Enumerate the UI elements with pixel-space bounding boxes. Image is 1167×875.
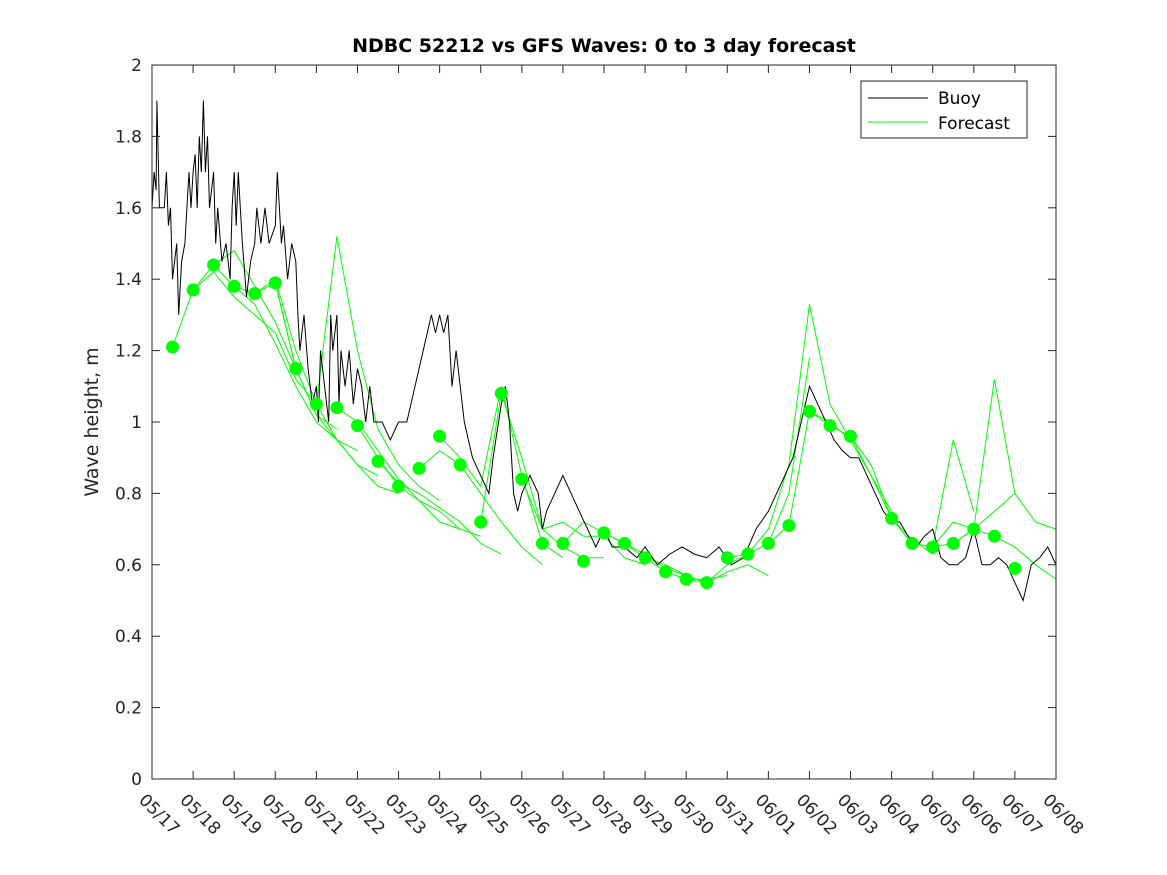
forecast-marker-5 — [268, 276, 282, 290]
forecast-marker-22 — [618, 536, 631, 550]
forecast-marker-8 — [330, 401, 344, 415]
forecast-marker-36 — [926, 540, 940, 554]
x-tick-label-2: 05/19 — [217, 790, 266, 839]
forecast-marker-4 — [248, 287, 262, 300]
plot-area — [151, 65, 1057, 779]
forecast-marker-31 — [803, 404, 816, 418]
forecast-marker-37 — [946, 536, 960, 550]
plot-background — [152, 65, 1056, 779]
chart-title: NDBC 52212 vs GFS Waves: 0 to 3 day fore… — [352, 35, 856, 57]
forecast-line-6 — [315, 236, 440, 501]
forecast-marker-32 — [823, 419, 837, 433]
y-tick-label-10: 2 — [131, 56, 142, 76]
x-tick-label-22: 06/08 — [1038, 790, 1087, 839]
x-tick-label-17: 06/03 — [833, 790, 882, 839]
y-tick-label-2: 0.4 — [115, 627, 142, 647]
x-tick-label-21: 06/07 — [997, 790, 1046, 839]
x-tick-label-4: 05/21 — [299, 790, 348, 839]
forecast-marker-30 — [782, 519, 796, 532]
forecast-marker-20 — [577, 554, 590, 568]
forecast-marker-27 — [720, 551, 734, 565]
forecast-marker-2 — [207, 258, 221, 272]
forecast-marker-10 — [371, 454, 385, 468]
forecast-marker-38 — [967, 522, 981, 536]
x-tick-label-15: 06/01 — [751, 790, 800, 839]
forecast-marker-0 — [166, 340, 179, 354]
x-tick-label-6: 05/23 — [381, 790, 430, 839]
y-tick-label-1: 0.2 — [115, 699, 142, 719]
x-tick-label-0: 05/17 — [134, 790, 183, 839]
forecast-marker-25 — [679, 572, 693, 586]
x-tick-label-1: 05/18 — [176, 790, 225, 839]
y-tick-label-6: 1.2 — [115, 342, 142, 362]
x-tick-label-7: 05/24 — [422, 790, 471, 839]
forecast-marker-29 — [761, 536, 775, 550]
forecast-marker-40 — [1008, 561, 1022, 575]
forecast-marker-23 — [638, 551, 652, 565]
forecast-marker-16 — [494, 386, 508, 400]
forecast-marker-19 — [556, 536, 570, 550]
x-tick-label-9: 05/26 — [504, 790, 553, 839]
forecast-marker-39 — [987, 529, 1001, 543]
forecast-marker-11 — [392, 479, 405, 493]
x-tick-label-18: 06/04 — [874, 790, 923, 839]
x-tick-label-19: 06/05 — [915, 790, 964, 839]
y-axis-title: Wave height, m — [81, 347, 103, 496]
forecast-marker-15 — [474, 515, 488, 529]
forecast-marker-3 — [227, 279, 241, 293]
legend-box — [860, 80, 1028, 139]
x-tick-label-11: 05/28 — [586, 790, 635, 839]
x-tick-label-13: 05/30 — [669, 790, 718, 839]
buoy-line — [151, 100, 1057, 603]
x-tick-label-10: 05/27 — [545, 790, 594, 839]
y-tick-label-4: 0.8 — [115, 484, 142, 504]
forecast-marker-34 — [885, 511, 899, 525]
forecast-marker-1 — [186, 283, 200, 297]
forecast-marker-24 — [659, 565, 673, 579]
x-tick-label-20: 06/06 — [956, 790, 1005, 839]
legend-buoy-label: Buoy — [938, 89, 981, 109]
forecast-marker-28 — [741, 547, 755, 561]
x-tick-label-8: 05/25 — [463, 790, 512, 839]
x-tick-label-14: 05/31 — [710, 790, 759, 839]
forecast-marker-21 — [597, 526, 611, 540]
y-tick-label-7: 1.4 — [115, 270, 142, 290]
x-tick-label-12: 05/29 — [628, 790, 677, 839]
legend: Buoy Forecast — [860, 80, 1028, 139]
y-tick-label-9: 1.8 — [115, 127, 142, 147]
legend-forecast-label: Forecast — [938, 114, 1010, 134]
forecast-marker-18 — [535, 536, 549, 550]
forecast-marker-12 — [412, 461, 426, 475]
forecast-marker-17 — [515, 472, 529, 486]
y-tick-label-3: 0.6 — [115, 556, 142, 576]
forecast-marker-33 — [844, 429, 857, 443]
forecast-line-1 — [192, 271, 317, 405]
forecast-marker-35 — [905, 536, 919, 550]
y-tick-label-0: 0 — [131, 770, 142, 790]
forecast-marker-14 — [453, 458, 467, 472]
forecast-marker-9 — [351, 419, 364, 433]
forecast-marker-26 — [700, 576, 714, 590]
x-tick-label-16: 06/02 — [792, 790, 841, 839]
forecast-marker-13 — [433, 429, 447, 443]
y-tick-label-8: 1.6 — [115, 199, 142, 219]
forecast-line-10 — [418, 449, 543, 566]
forecast-marker-6 — [289, 362, 303, 375]
x-tick-label-5: 05/22 — [340, 790, 389, 839]
forecast-marker-7 — [309, 397, 323, 411]
y-tick-label-5: 1 — [131, 413, 142, 433]
x-tick-label-3: 05/20 — [258, 790, 307, 839]
